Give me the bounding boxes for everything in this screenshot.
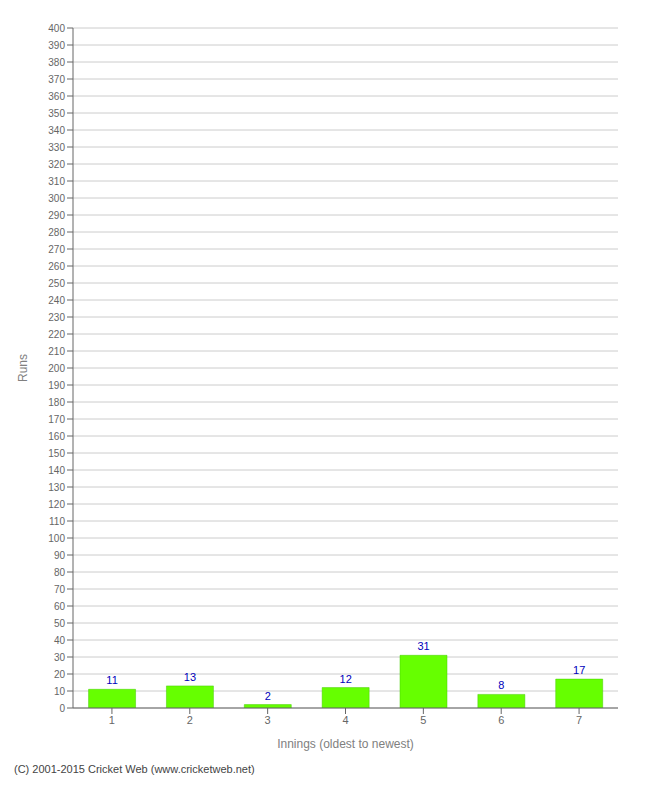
svg-text:12: 12 [340, 673, 352, 685]
svg-text:250: 250 [48, 278, 65, 289]
svg-text:31: 31 [417, 640, 429, 652]
html-text:(C) 2001-2015 Cricket Web (www: (C) 2001-2015 Cricket Web (www.cricketwe… [14, 763, 255, 775]
svg-text:380: 380 [48, 57, 65, 68]
svg-text:20: 20 [54, 669, 66, 680]
svg-text:330: 330 [48, 142, 65, 153]
svg-text:100: 100 [48, 533, 65, 544]
svg-text:17: 17 [573, 664, 585, 676]
svg-text:350: 350 [48, 108, 65, 119]
svg-text:110: 110 [49, 516, 65, 527]
svg-text:400: 400 [48, 23, 65, 34]
svg-text:6: 6 [498, 714, 504, 726]
svg-text:3: 3 [265, 714, 271, 726]
svg-text:90: 90 [54, 550, 66, 561]
svg-text:130: 130 [48, 482, 65, 493]
svg-text:8: 8 [498, 679, 504, 691]
svg-text:290: 290 [48, 210, 65, 221]
svg-text:280: 280 [48, 227, 65, 238]
svg-text:120: 120 [48, 499, 65, 510]
svg-text:260: 260 [48, 261, 65, 272]
svg-text:270: 270 [48, 244, 65, 255]
svg-text:160: 160 [48, 431, 65, 442]
svg-text:Runs: Runs [16, 354, 30, 382]
svg-text:190: 190 [48, 380, 65, 391]
svg-text:170: 170 [48, 414, 65, 425]
svg-text:150: 150 [48, 448, 65, 459]
svg-text:40: 40 [54, 635, 66, 646]
svg-text:50: 50 [54, 618, 66, 629]
svg-text:80: 80 [54, 567, 66, 578]
svg-text:320: 320 [48, 159, 65, 170]
svg-text:5: 5 [420, 714, 426, 726]
svg-text:0: 0 [59, 703, 65, 714]
svg-text:60: 60 [54, 601, 66, 612]
svg-text:Innings (oldest to newest): Innings (oldest to newest) [277, 737, 414, 751]
svg-text:4: 4 [342, 714, 348, 726]
svg-text:230: 230 [48, 312, 65, 323]
svg-text:390: 390 [48, 40, 65, 51]
svg-text:180: 180 [48, 397, 65, 408]
svg-text:300: 300 [48, 193, 65, 204]
svg-text:220: 220 [48, 329, 65, 340]
svg-text:2: 2 [187, 714, 193, 726]
svg-text:340: 340 [48, 125, 65, 136]
svg-text:7: 7 [576, 714, 582, 726]
svg-text:13: 13 [184, 671, 196, 683]
svg-text:30: 30 [54, 652, 66, 663]
svg-text:70: 70 [54, 584, 66, 595]
svg-text:310: 310 [48, 176, 65, 187]
svg-text:140: 140 [48, 465, 65, 476]
svg-text:360: 360 [48, 91, 65, 102]
svg-text:1: 1 [109, 714, 115, 726]
svg-text:2: 2 [265, 690, 271, 702]
svg-text:370: 370 [48, 74, 65, 85]
svg-text:200: 200 [48, 363, 65, 374]
svg-text:240: 240 [48, 295, 65, 306]
svg-text:11: 11 [106, 674, 117, 686]
svg-text:10: 10 [54, 686, 66, 697]
svg-text:210: 210 [48, 346, 65, 357]
